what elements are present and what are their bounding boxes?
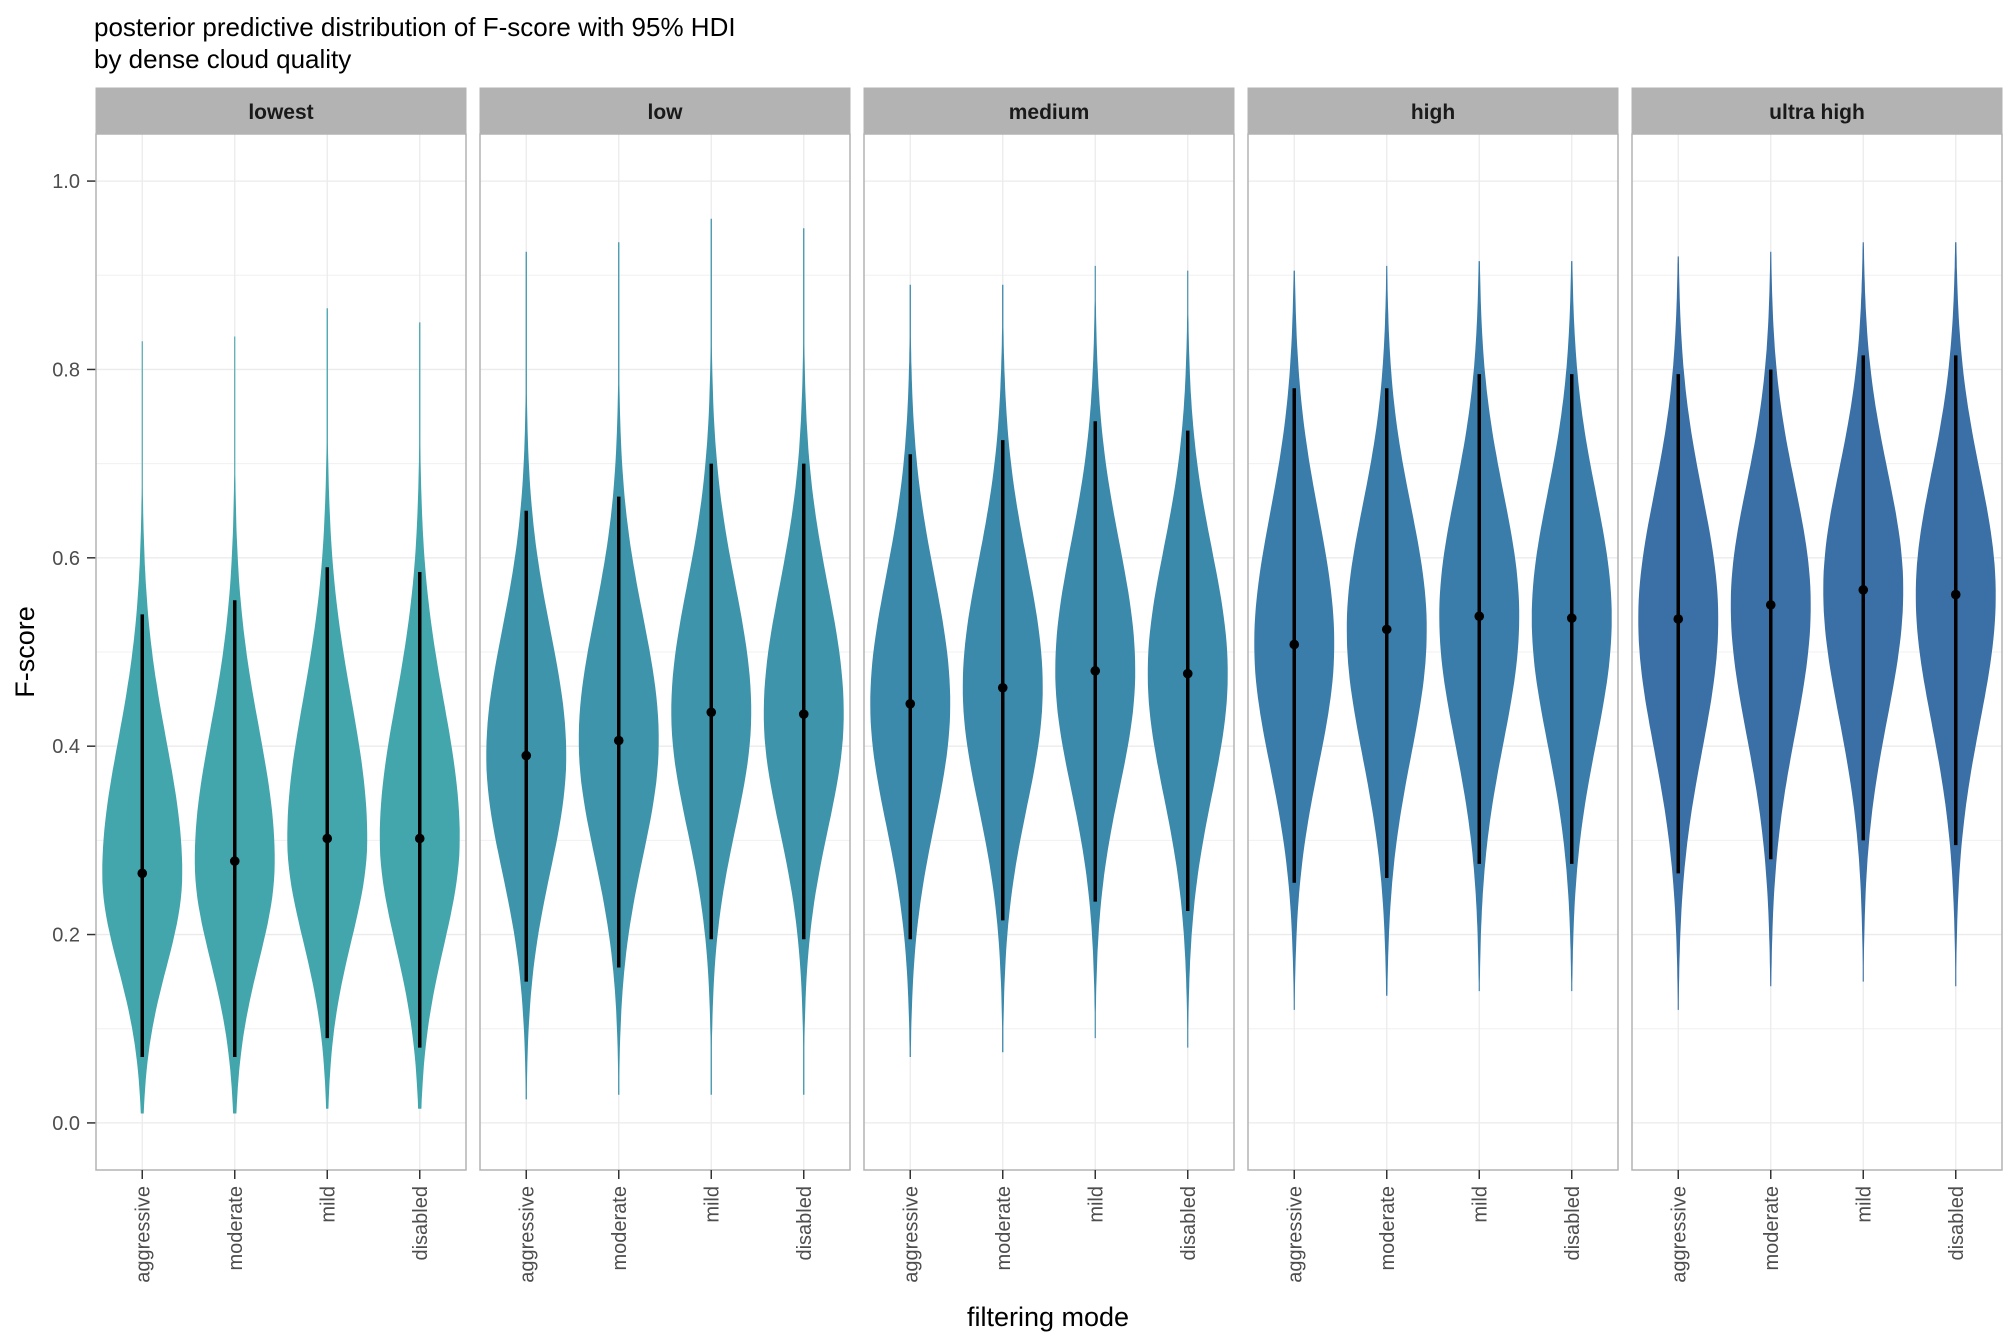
median-point	[1765, 600, 1776, 610]
median-point	[521, 750, 532, 761]
median-point	[1566, 613, 1577, 623]
median-point	[1673, 614, 1684, 624]
facet-strip-label: lowest	[248, 101, 313, 124]
facet-strip	[1247, 87, 1619, 135]
median-point	[1381, 624, 1392, 635]
x-tick-label: disabled	[410, 1186, 432, 1261]
x-tick-label: moderate	[1377, 1186, 1399, 1271]
y-tick-label: 0.4	[52, 736, 80, 758]
median-point	[1950, 589, 1961, 600]
x-tick-label: mild	[317, 1186, 339, 1223]
y-tick-label: 0.8	[52, 359, 80, 381]
x-tick-label: moderate	[225, 1186, 247, 1271]
median-point	[997, 682, 1008, 693]
median-point	[613, 735, 624, 746]
median-point	[1090, 666, 1101, 676]
y-tick-label: 1.0	[52, 171, 80, 193]
x-tick-label: moderate	[609, 1186, 631, 1271]
median-point	[414, 833, 425, 844]
facet-strip	[863, 87, 1235, 135]
median-point	[137, 868, 148, 879]
facet-strip	[479, 87, 851, 135]
x-tick-label: aggressive	[900, 1186, 922, 1283]
facet-strip-label: high	[1411, 101, 1455, 124]
y-tick-label: 0.2	[52, 925, 80, 947]
x-tick-label: moderate	[1761, 1186, 1783, 1271]
median-point	[798, 709, 809, 719]
x-tick-label: mild	[1853, 1186, 1875, 1223]
x-axis-title: filtering mode	[967, 1302, 1129, 1332]
x-tick-label: disabled	[1178, 1186, 1200, 1261]
y-tick-label: 0.6	[52, 548, 80, 570]
median-point	[322, 833, 333, 844]
x-tick-label: moderate	[993, 1186, 1015, 1271]
median-point	[1182, 668, 1193, 679]
facet-strip	[1631, 87, 2003, 135]
x-tick-label: aggressive	[1284, 1186, 1306, 1283]
median-point	[1858, 585, 1869, 595]
x-tick-label: mild	[1085, 1186, 1107, 1223]
x-tick-label: mild	[701, 1186, 723, 1223]
y-tick-label: 0.0	[52, 1113, 80, 1135]
x-tick-label: aggressive	[1668, 1186, 1690, 1283]
x-tick-label: disabled	[1946, 1186, 1968, 1261]
median-point	[229, 856, 240, 866]
x-tick-label: aggressive	[516, 1186, 538, 1283]
median-point	[1289, 639, 1300, 650]
chart-title-line-2: by dense cloud quality	[94, 44, 352, 74]
x-tick-label: disabled	[1562, 1186, 1584, 1261]
facet-strip-label: medium	[1009, 101, 1090, 124]
x-tick-label: mild	[1469, 1186, 1491, 1223]
median-point	[905, 699, 916, 709]
y-axis-title: F-score	[10, 606, 40, 698]
x-tick-label: aggressive	[132, 1186, 154, 1283]
facet-strip	[95, 87, 467, 135]
median-point	[706, 707, 717, 718]
x-tick-label: disabled	[794, 1186, 816, 1261]
facet-strip-label: ultra high	[1769, 101, 1865, 124]
chart-title-line-1: posterior predictive distribution of F-s…	[94, 12, 736, 42]
median-point	[1474, 611, 1485, 622]
facet-strip-label: low	[648, 101, 684, 124]
